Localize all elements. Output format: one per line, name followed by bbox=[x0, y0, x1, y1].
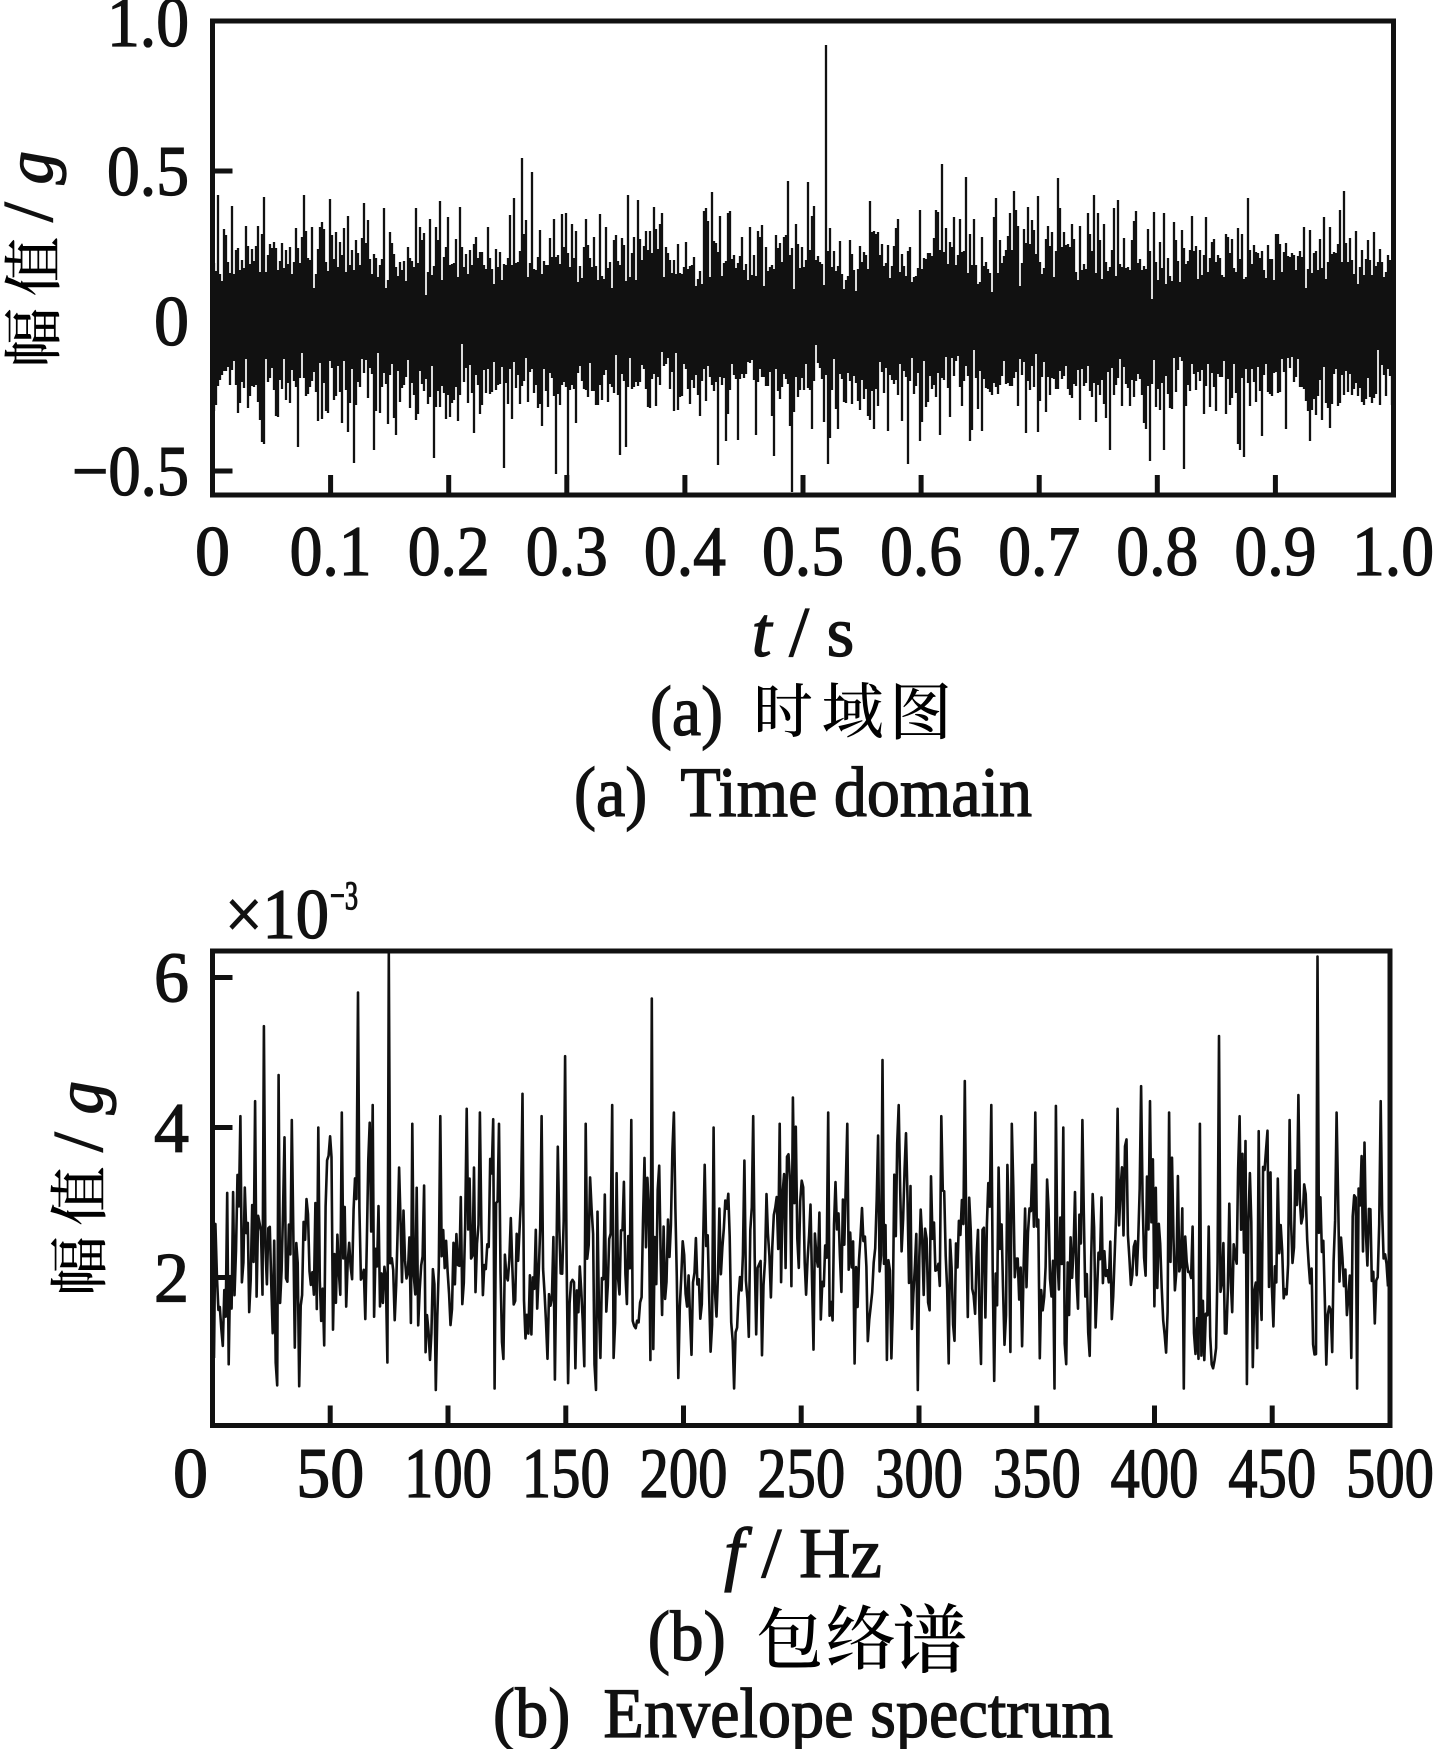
svg-text:350: 350 bbox=[993, 1435, 1081, 1513]
svg-text:200: 200 bbox=[640, 1435, 728, 1513]
svg-text:6: 6 bbox=[154, 940, 189, 1018]
svg-text:4: 4 bbox=[154, 1090, 189, 1168]
svg-text:50: 50 bbox=[296, 1435, 364, 1513]
svg-text:0.6: 0.6 bbox=[880, 513, 962, 591]
svg-text:(b) Envelope spectrum: (b) Envelope spectrum bbox=[493, 1675, 1113, 1749]
svg-text:f / Hz: f / Hz bbox=[724, 1515, 882, 1593]
svg-text:−3: −3 bbox=[330, 873, 358, 918]
svg-text:0.2: 0.2 bbox=[408, 513, 490, 591]
svg-text:400: 400 bbox=[1111, 1435, 1199, 1513]
svg-text:0.3: 0.3 bbox=[526, 513, 608, 591]
svg-text:500: 500 bbox=[1346, 1435, 1434, 1513]
svg-text:300: 300 bbox=[875, 1435, 963, 1513]
svg-text:×10: ×10 bbox=[225, 876, 329, 954]
svg-text:100: 100 bbox=[404, 1435, 492, 1513]
svg-text:0: 0 bbox=[154, 283, 189, 361]
svg-text:0: 0 bbox=[195, 513, 230, 591]
svg-text:t / s: t / s bbox=[752, 594, 855, 672]
svg-text:450: 450 bbox=[1228, 1435, 1316, 1513]
svg-text:(a): (a) bbox=[650, 673, 723, 751]
svg-text:2: 2 bbox=[154, 1240, 189, 1318]
svg-text:0.9: 0.9 bbox=[1234, 513, 1316, 591]
svg-text:0.1: 0.1 bbox=[290, 513, 372, 591]
svg-text:0.8: 0.8 bbox=[1116, 513, 1198, 591]
svg-text:1.0: 1.0 bbox=[1352, 513, 1434, 591]
svg-text:(a) Time domain: (a) Time domain bbox=[574, 754, 1032, 832]
svg-text:0.5: 0.5 bbox=[107, 133, 189, 211]
svg-text:1.0: 1.0 bbox=[107, 0, 189, 62]
svg-text:0.5: 0.5 bbox=[762, 513, 844, 591]
svg-text:0.4: 0.4 bbox=[644, 513, 726, 591]
svg-text:150: 150 bbox=[522, 1435, 610, 1513]
svg-text:−0.5: −0.5 bbox=[72, 433, 189, 511]
svg-text:0.7: 0.7 bbox=[998, 513, 1080, 591]
svg-text:/ g: / g bbox=[0, 151, 68, 222]
svg-text:0: 0 bbox=[173, 1435, 208, 1513]
svg-text:250: 250 bbox=[757, 1435, 845, 1513]
svg-text:/ g: / g bbox=[40, 1081, 118, 1152]
svg-text:(b): (b) bbox=[648, 1598, 726, 1676]
